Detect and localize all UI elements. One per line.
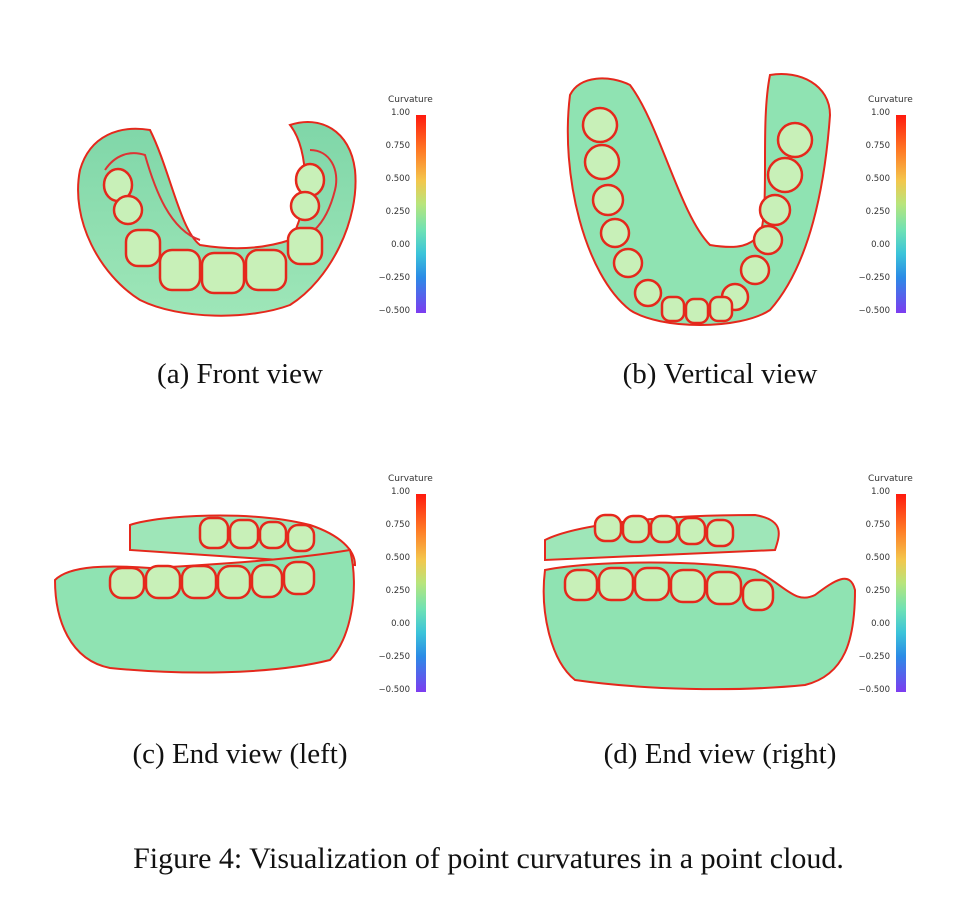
dental-scan-end-view-right — [542, 513, 857, 691]
colorbar-c: Curvature 1.00 0.750 0.500 0.250 0.00 −0… — [370, 474, 440, 704]
colorbar-d: Curvature 1.00 0.750 0.500 0.250 0.00 −0… — [850, 474, 920, 704]
colorbar-tick: 0.500 — [385, 553, 410, 563]
dental-scan-front-view — [77, 121, 357, 317]
colorbar-tick: 0.750 — [865, 141, 890, 151]
subcaption-d: (d) End view (right) — [603, 738, 837, 770]
colorbar-tick: 0.750 — [385, 520, 410, 530]
colorbar-tick: 0.250 — [865, 586, 890, 596]
colorbar-tick: −0.250 — [378, 273, 410, 283]
colorbar-tick: −0.250 — [378, 652, 410, 662]
colorbar-title: Curvature — [868, 95, 913, 105]
dental-scan-vertical-view — [566, 73, 832, 326]
colorbar-gradient — [896, 494, 906, 692]
colorbar-title: Curvature — [388, 474, 433, 484]
figure-caption: Figure 4: Visualization of point curvatu… — [133, 842, 844, 875]
colorbar-gradient — [896, 115, 906, 313]
colorbar-tick: −0.500 — [858, 306, 890, 316]
colorbar-tick: 1.00 — [391, 108, 410, 118]
colorbar-tick: 0.250 — [385, 207, 410, 217]
colorbar-b: Curvature 1.00 0.750 0.500 0.250 0.00 −0… — [850, 95, 920, 325]
colorbar-gradient — [416, 494, 426, 692]
colorbar-tick: 0.00 — [871, 619, 890, 629]
colorbar-title: Curvature — [868, 474, 913, 484]
colorbar-tick: 0.250 — [865, 207, 890, 217]
colorbar-tick: −0.500 — [378, 306, 410, 316]
subcaption-b: (b) Vertical view — [622, 358, 818, 390]
colorbar-tick: 0.500 — [385, 174, 410, 184]
colorbar-tick: 0.500 — [865, 174, 890, 184]
colorbar-title: Curvature — [388, 95, 433, 105]
colorbar-tick: −0.500 — [858, 685, 890, 695]
colorbar-tick: 0.00 — [871, 240, 890, 250]
colorbar-tick: −0.250 — [858, 652, 890, 662]
colorbar-tick: 0.750 — [865, 520, 890, 530]
colorbar-tick: −0.500 — [378, 685, 410, 695]
colorbar-tick: 0.00 — [391, 619, 410, 629]
colorbar-tick: 0.250 — [385, 586, 410, 596]
colorbar-tick: 0.00 — [391, 240, 410, 250]
colorbar-tick: −0.250 — [858, 273, 890, 283]
colorbar-tick: 1.00 — [391, 487, 410, 497]
subcaption-a: (a) Front view — [157, 358, 323, 390]
colorbar-a: Curvature 1.00 0.750 0.500 0.250 0.00 −0… — [370, 95, 440, 325]
colorbar-gradient — [416, 115, 426, 313]
colorbar-tick: 0.500 — [865, 553, 890, 563]
colorbar-tick: 0.750 — [385, 141, 410, 151]
colorbar-tick: 1.00 — [871, 108, 890, 118]
dental-scan-end-view-left — [53, 514, 357, 674]
colorbar-tick: 1.00 — [871, 487, 890, 497]
subcaption-c: (c) End view (left) — [132, 738, 348, 770]
